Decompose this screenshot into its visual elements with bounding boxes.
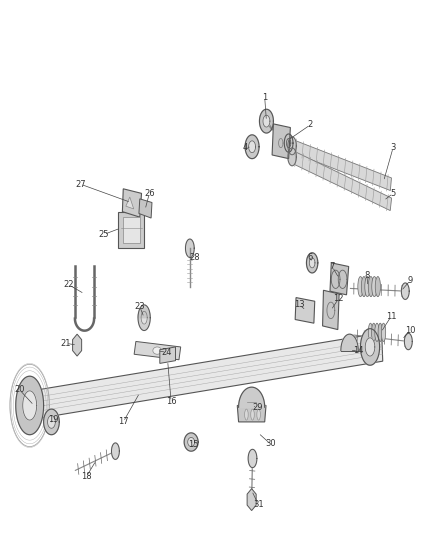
- Ellipse shape: [368, 323, 373, 342]
- Text: 3: 3: [390, 143, 396, 152]
- Polygon shape: [247, 489, 256, 511]
- Polygon shape: [237, 406, 266, 422]
- Text: 14: 14: [353, 346, 364, 355]
- Polygon shape: [139, 199, 152, 218]
- Ellipse shape: [381, 323, 386, 342]
- Polygon shape: [365, 338, 375, 356]
- Polygon shape: [122, 189, 141, 217]
- Polygon shape: [141, 311, 147, 324]
- Text: 7: 7: [329, 262, 335, 271]
- Text: 31: 31: [253, 499, 264, 508]
- Polygon shape: [73, 334, 81, 356]
- Polygon shape: [288, 148, 297, 166]
- Text: 27: 27: [75, 180, 86, 189]
- Text: 13: 13: [294, 301, 305, 309]
- Polygon shape: [272, 124, 290, 159]
- Text: 20: 20: [14, 385, 25, 394]
- Polygon shape: [29, 333, 383, 419]
- Polygon shape: [291, 150, 392, 211]
- Ellipse shape: [245, 409, 248, 420]
- Polygon shape: [126, 197, 134, 209]
- Text: 25: 25: [99, 230, 109, 239]
- Polygon shape: [112, 443, 119, 459]
- Polygon shape: [239, 387, 265, 407]
- Ellipse shape: [358, 277, 363, 297]
- Text: 16: 16: [166, 397, 177, 406]
- Polygon shape: [184, 433, 198, 451]
- Ellipse shape: [361, 277, 367, 297]
- Text: 5: 5: [390, 189, 396, 198]
- FancyBboxPatch shape: [118, 212, 144, 248]
- Ellipse shape: [368, 277, 374, 297]
- Polygon shape: [338, 270, 347, 288]
- Polygon shape: [134, 342, 181, 360]
- Polygon shape: [309, 258, 315, 268]
- Polygon shape: [16, 376, 44, 435]
- Ellipse shape: [153, 347, 162, 354]
- Polygon shape: [295, 297, 315, 323]
- Text: 28: 28: [190, 253, 200, 262]
- Text: 19: 19: [48, 415, 59, 424]
- Polygon shape: [245, 135, 259, 159]
- Ellipse shape: [371, 323, 376, 342]
- Polygon shape: [44, 409, 59, 435]
- Text: 22: 22: [64, 280, 74, 289]
- Polygon shape: [327, 302, 335, 319]
- Text: 8: 8: [364, 271, 370, 280]
- Polygon shape: [307, 253, 318, 273]
- Polygon shape: [401, 283, 409, 300]
- Polygon shape: [187, 438, 194, 447]
- Text: 12: 12: [333, 294, 344, 303]
- Text: 4: 4: [243, 143, 248, 152]
- Polygon shape: [160, 347, 176, 364]
- Text: 9: 9: [408, 276, 413, 285]
- Polygon shape: [259, 109, 273, 133]
- Text: 15: 15: [187, 440, 198, 449]
- Text: 21: 21: [60, 339, 71, 348]
- Text: 18: 18: [81, 472, 92, 481]
- Polygon shape: [331, 270, 340, 288]
- Text: 23: 23: [134, 302, 145, 311]
- Ellipse shape: [365, 277, 370, 297]
- Polygon shape: [248, 449, 257, 467]
- Polygon shape: [330, 263, 349, 295]
- Text: 10: 10: [405, 326, 416, 335]
- Ellipse shape: [375, 323, 379, 342]
- Ellipse shape: [372, 277, 377, 297]
- Polygon shape: [284, 134, 293, 152]
- Polygon shape: [279, 139, 283, 148]
- Ellipse shape: [251, 409, 254, 420]
- Polygon shape: [360, 329, 380, 365]
- Polygon shape: [48, 416, 55, 429]
- Text: 26: 26: [144, 189, 155, 198]
- Text: 2: 2: [308, 120, 313, 130]
- Polygon shape: [23, 391, 37, 420]
- FancyBboxPatch shape: [123, 217, 140, 243]
- Polygon shape: [288, 137, 297, 155]
- Polygon shape: [138, 309, 150, 318]
- Ellipse shape: [375, 277, 381, 297]
- Text: 17: 17: [118, 417, 129, 426]
- Text: 29: 29: [252, 403, 262, 412]
- Polygon shape: [249, 141, 255, 152]
- Polygon shape: [138, 305, 150, 330]
- Polygon shape: [263, 115, 270, 127]
- Polygon shape: [341, 334, 358, 351]
- Text: 6: 6: [308, 253, 313, 262]
- Polygon shape: [292, 140, 392, 190]
- Polygon shape: [404, 333, 412, 350]
- Text: 11: 11: [386, 312, 396, 321]
- Ellipse shape: [378, 323, 382, 342]
- Ellipse shape: [257, 409, 260, 420]
- Polygon shape: [186, 239, 194, 257]
- Polygon shape: [322, 290, 339, 329]
- Text: 1: 1: [262, 93, 267, 102]
- Text: 24: 24: [162, 348, 172, 357]
- Text: 30: 30: [265, 439, 276, 448]
